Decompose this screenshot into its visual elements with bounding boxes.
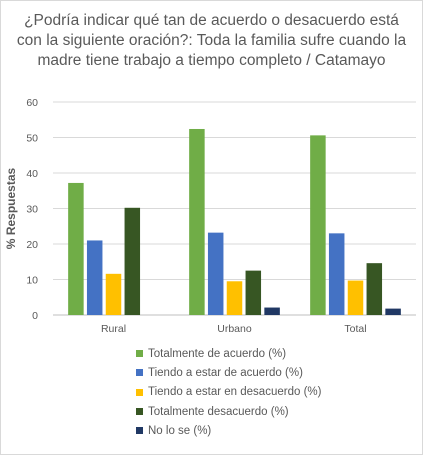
bar-rural-series-4	[124, 207, 141, 315]
legend-swatch	[136, 408, 143, 416]
legend-item: Tiendo a estar de acuerdo (%)	[136, 363, 321, 382]
legend-label: No lo se (%)	[148, 424, 212, 437]
y-tick-label: 40	[26, 168, 38, 180]
bar-urbano-series-5	[264, 307, 280, 315]
legend-swatch	[136, 388, 143, 396]
y-tick-label: 30	[26, 204, 38, 216]
y-tick-label: 10	[26, 275, 38, 287]
bar-total-series-3	[347, 280, 364, 315]
bar-urbano-series-3	[226, 281, 243, 315]
bar-rural-series-3	[105, 273, 122, 315]
chart-title: ¿Podría indicar qué tan de acuerdo o des…	[16, 12, 407, 69]
bar-total-series-4	[366, 263, 383, 315]
bar-total-series-5	[385, 308, 401, 315]
legend-swatch	[136, 369, 143, 377]
y-tick-label: 0	[32, 310, 38, 322]
legend-label: Totalmente desacuerdo (%)	[148, 405, 289, 418]
legend-item: Tiendo a estar en desacuerdo (%)	[136, 383, 321, 402]
y-tick-label: 60	[26, 97, 38, 109]
legend-label: Tiendo a estar en desacuerdo (%)	[148, 386, 322, 399]
bar-total-series-1	[310, 135, 326, 315]
legend-swatch	[136, 350, 143, 358]
legend-item: Totalmente de acuerdo (%)	[136, 344, 321, 363]
y-axis-title: % Respuestas	[4, 167, 18, 249]
bar-rural-series-2	[86, 240, 103, 315]
legend-label: Totalmente de acuerdo (%)	[148, 347, 287, 360]
x-tick-label: Urbano	[217, 323, 252, 335]
bar-urbano-series-4	[245, 270, 262, 315]
bar-total-series-2	[328, 233, 345, 315]
bar-urbano-series-2	[207, 232, 224, 315]
bar-rural-series-1	[68, 182, 84, 315]
y-tick-label: 20	[26, 239, 38, 251]
legend-item: No lo se (%)	[136, 421, 321, 440]
legend-swatch	[136, 427, 143, 435]
y-tick-label: 50	[26, 133, 38, 145]
chart-legend: Totalmente de acuerdo (%) Tiendo a estar …	[136, 344, 321, 440]
legend-item: Totalmente desacuerdo (%)	[136, 402, 321, 421]
x-tick-label: Rural	[101, 323, 126, 335]
legend-label: Tiendo a estar de acuerdo (%)	[148, 366, 303, 379]
bar-urbano-series-1	[189, 128, 205, 315]
x-tick-label: Total	[344, 323, 366, 335]
